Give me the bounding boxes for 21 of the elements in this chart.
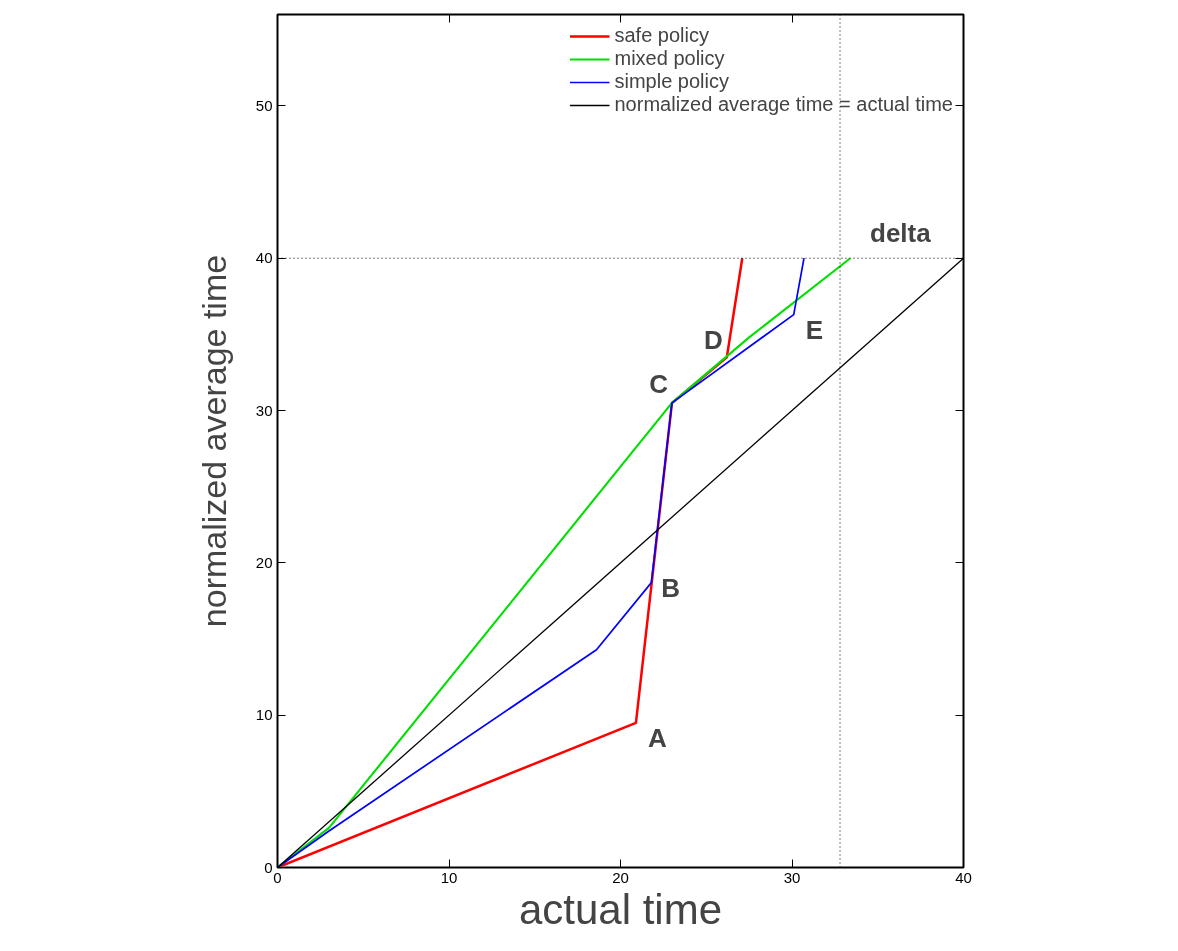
annotation: A (647, 722, 667, 753)
x-tick-label: 10 (440, 868, 458, 886)
y-tick-label: 20 (255, 553, 273, 571)
legend-label: mixed policy (614, 47, 725, 70)
legend-label: safe policy (614, 24, 709, 47)
annotation: C (649, 368, 669, 399)
x-axis-title: actual time (518, 885, 723, 933)
annotation: D (704, 325, 723, 356)
annotation: delta (870, 218, 932, 249)
annotation: E (805, 314, 824, 345)
legend-label: normalized average time = actual time (614, 93, 953, 116)
y-tick-label: 50 (255, 96, 273, 114)
y-tick-label: 30 (255, 401, 273, 419)
x-tick-label: 40 (955, 868, 972, 886)
y-tick-label: 40 (255, 249, 273, 267)
y-axis-title: normalized average time (194, 254, 233, 628)
y-tick-label: 10 (255, 706, 273, 724)
legend-label: simple policy (614, 70, 729, 93)
x-tick-label: 30 (783, 868, 801, 886)
x-tick-label: 20 (612, 868, 629, 886)
annotation: B (661, 572, 681, 603)
